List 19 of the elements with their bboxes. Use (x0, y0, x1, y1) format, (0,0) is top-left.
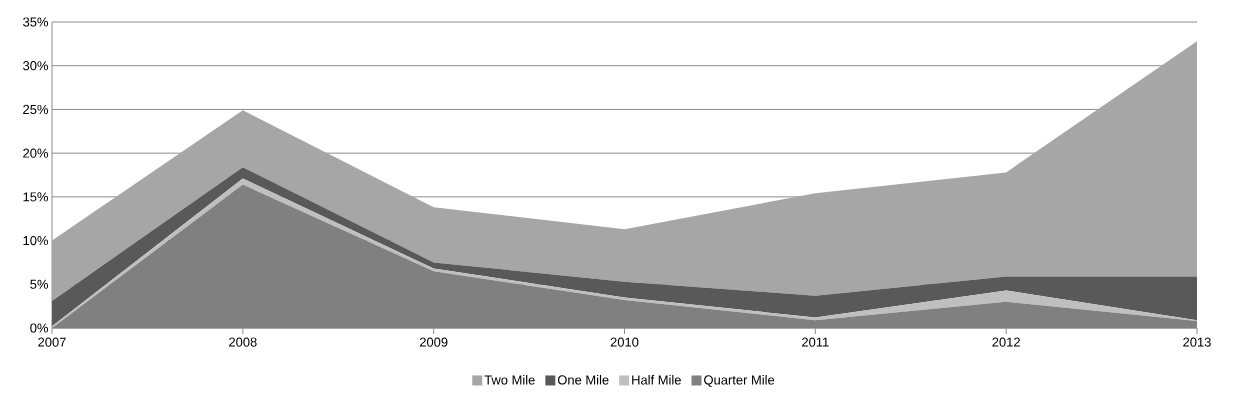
x-tick-label: 2012 (992, 337, 1020, 347)
y-tick-label: 20% (23, 148, 49, 158)
y-tick-label: 35% (23, 17, 49, 27)
x-tick-label: 2007 (38, 337, 66, 347)
x-tick-label: 2010 (610, 337, 639, 347)
legend-label: Half Mile (632, 375, 681, 385)
legend-label: Two Mile (484, 375, 535, 385)
y-tick-label: 30% (23, 61, 49, 71)
y-tick-label: 5% (30, 279, 49, 289)
legend-label: Quarter Mile (704, 375, 775, 387)
x-tick-label: 2009 (419, 337, 448, 347)
x-tick-label: 2013 (1183, 337, 1211, 347)
y-tick-label: 15% (23, 192, 49, 202)
y-tick-label: 10% (23, 235, 49, 246)
x-tick-label: 2008 (229, 337, 257, 347)
legend-label: One Mile (557, 375, 609, 385)
y-tick-label: 25% (23, 104, 49, 115)
y-tick-label: 0% (30, 323, 49, 333)
x-tick-label: 2011 (802, 337, 829, 347)
